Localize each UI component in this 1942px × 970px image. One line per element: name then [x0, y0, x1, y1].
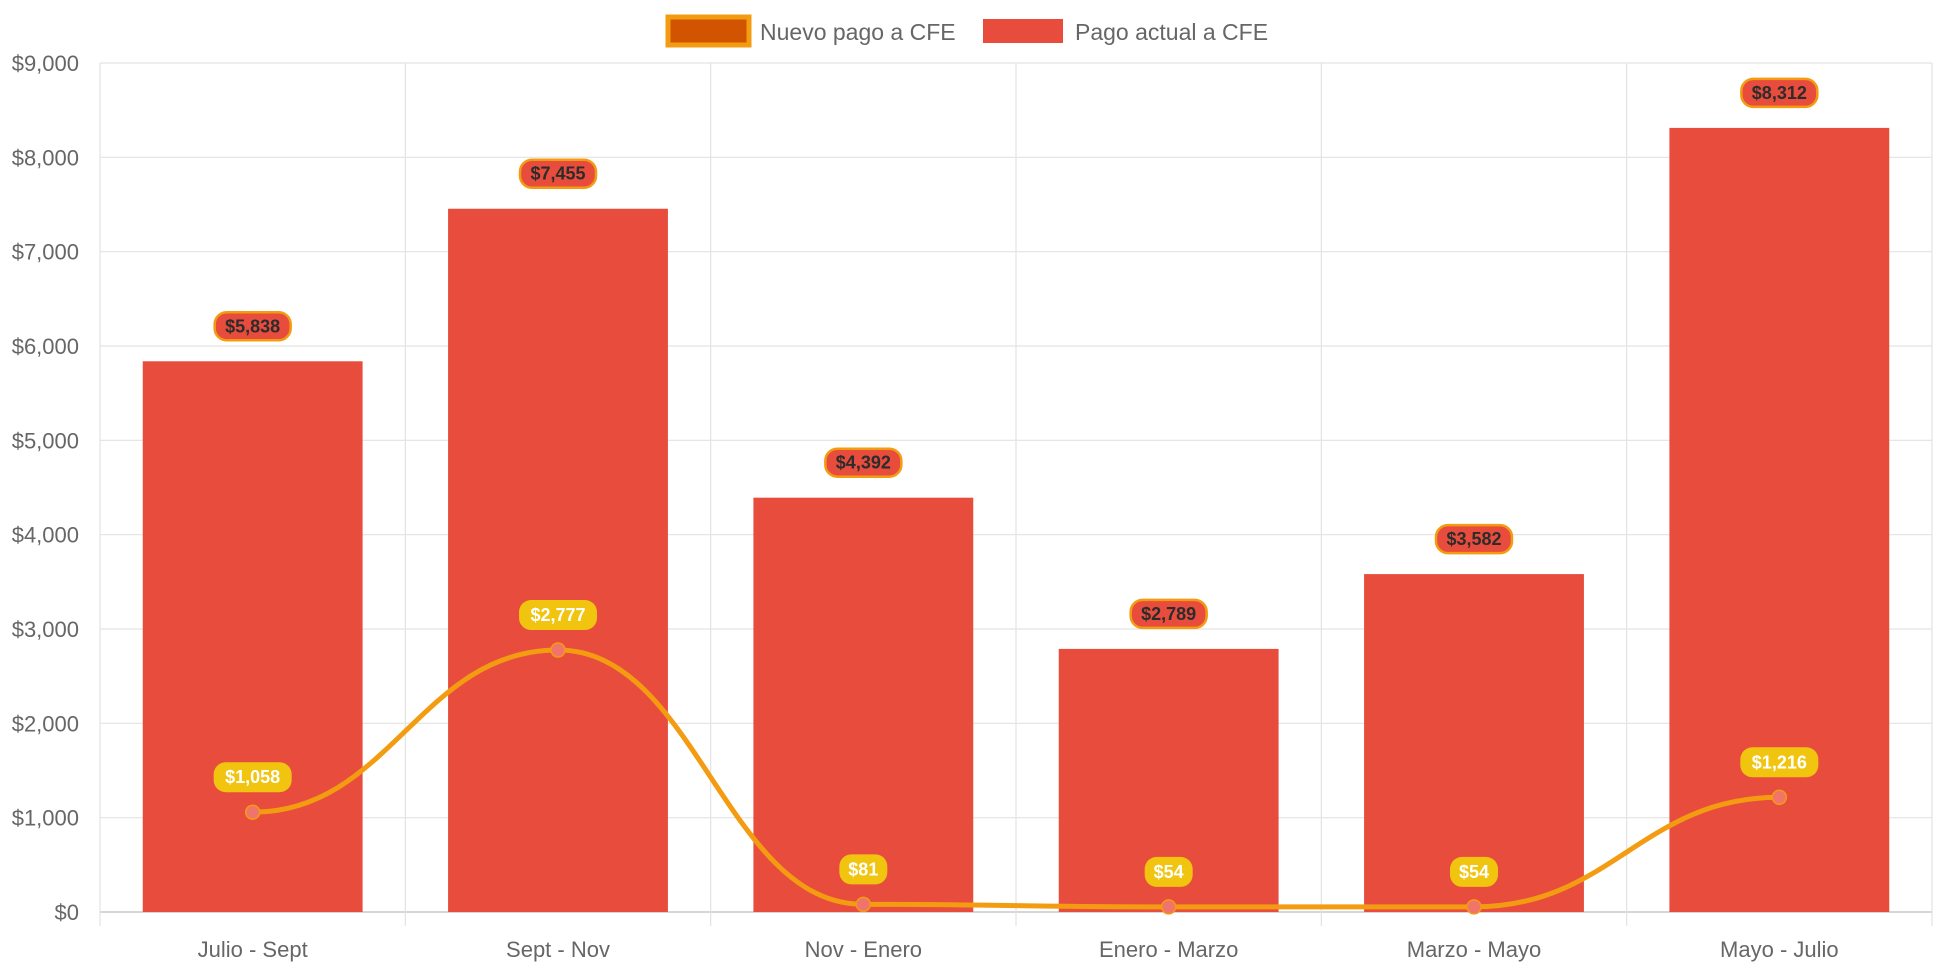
line-value-badge: [1144, 856, 1193, 887]
y-tick-label: $1,000: [12, 806, 79, 831]
line-point[interactable]: [550, 642, 566, 658]
legend-swatch-line: [665, 14, 752, 48]
legend-swatch-bar: [983, 19, 1063, 43]
bar[interactable]: [448, 208, 668, 912]
bar-value-label: $3,582: [1446, 529, 1501, 549]
legend-label-bar: Pago actual a CFE: [1075, 19, 1268, 45]
y-tick-label: $9,000: [12, 51, 79, 76]
bar-value-badge: [1434, 523, 1514, 555]
bar-value-label: $5,838: [225, 316, 280, 336]
grid-lines: [99, 62, 1933, 926]
y-tick-label: $8,000: [12, 145, 79, 170]
y-tick-label: $6,000: [12, 334, 79, 359]
legend-item-line[interactable]: Nuevo pago a CFE: [665, 14, 956, 48]
legend-item-bar[interactable]: Pago actual a CFE: [983, 19, 1268, 45]
line-series: [244, 642, 1788, 915]
x-tick-label: Sept - Nov: [506, 937, 610, 962]
legend-label-line: Nuevo pago a CFE: [760, 19, 956, 45]
bar-value-label: $4,392: [836, 453, 891, 473]
line-point[interactable]: [855, 896, 872, 913]
bar-series: [142, 127, 1890, 913]
y-tick-label: $4,000: [12, 523, 79, 548]
line-point[interactable]: [1466, 899, 1482, 915]
line-data-labels: $1,058 $2,777 $81 $54 $54 $1,216: [213, 600, 1819, 887]
x-tick-label: Julio - Sept: [198, 937, 308, 962]
y-tick-label: $7,000: [12, 240, 79, 265]
bar-value-label: $2,789: [1141, 604, 1196, 624]
bar-value-badge: [518, 158, 598, 189]
line-value-label: $1,216: [1752, 752, 1807, 772]
line-point[interactable]: [1160, 899, 1177, 915]
line-value-label: $1,058: [225, 767, 280, 787]
line-value-label: $54: [1154, 862, 1184, 882]
bar-value-badge: [824, 447, 903, 478]
line-value-badge: [519, 600, 597, 631]
bar-value-badge: [1129, 598, 1208, 630]
line-value-badge: [1740, 747, 1819, 778]
y-tick-label: $3,000: [12, 617, 79, 642]
line-path: [252, 647, 1780, 910]
y-axis: $0 $1,000 $2,000 $3,000 $4,000 $5,000 $6,000 $7…: [12, 51, 79, 925]
line-point[interactable]: [1771, 789, 1788, 806]
bar[interactable]: [142, 361, 363, 913]
bar-value-badge: [1740, 77, 1819, 109]
bar[interactable]: [1364, 574, 1584, 912]
line-value-badge: [839, 854, 888, 885]
x-axis: Julio - Sept Sept - Nov Nov - Enero Enero -…: [198, 937, 1839, 962]
bar-value-badge: [213, 311, 292, 342]
line-value-label: $2,777: [530, 605, 585, 625]
bar-value-label: $8,312: [1752, 83, 1807, 103]
y-tick-label: $2,000: [12, 711, 79, 736]
line-value-label: $54: [1459, 862, 1489, 882]
line-value-badge: [1450, 856, 1498, 887]
line-value-label: $81: [848, 859, 878, 879]
bar-value-label: $7,455: [530, 164, 585, 184]
x-tick-label: Nov - Enero: [805, 937, 922, 962]
x-tick-label: Enero - Marzo: [1099, 937, 1238, 962]
legend: Nuevo pago a CFE Pago actual a CFE: [665, 14, 1268, 48]
y-tick-label: $5,000: [12, 428, 79, 453]
bar-data-labels: $5,838 $7,455 $4,392 $2,789 $3,582 $8,312: [213, 77, 1819, 630]
x-tick-label: Mayo - Julio: [1720, 937, 1839, 962]
line-point[interactable]: [244, 804, 261, 820]
bar[interactable]: [1669, 127, 1890, 912]
line-value-badge: [213, 762, 292, 793]
y-tick-label: $0: [55, 900, 79, 925]
bar[interactable]: [753, 497, 974, 912]
x-tick-label: Marzo - Mayo: [1407, 937, 1541, 962]
